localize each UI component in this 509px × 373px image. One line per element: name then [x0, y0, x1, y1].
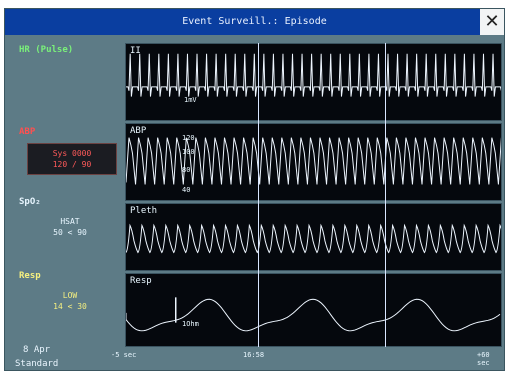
cursor-line[interactable]	[385, 43, 386, 347]
ecg-lead-label: II	[130, 46, 141, 56]
abp-value-line-1: Sys 0000	[52, 149, 92, 158]
resp-lead-label: Resp	[130, 276, 152, 286]
abp-tick: 80	[182, 166, 191, 174]
resp-label: Resp	[19, 271, 41, 281]
hr-label: HR (Pulse)	[19, 45, 74, 55]
abp-value-box: Sys 0000 120 / 90	[27, 143, 117, 175]
resp-trace	[126, 297, 501, 332]
abp-tick: 120	[182, 134, 195, 142]
title-bar: Event Surveill.: Episode ✕	[5, 9, 504, 35]
spo2-label: SpO₂	[19, 197, 41, 207]
event-surveillance-window: Event Surveill.: Episode ✕ HR (Pulse) AB…	[4, 8, 505, 371]
pleth-trace	[126, 223, 501, 254]
abp-tick: 100	[182, 148, 195, 156]
close-icon[interactable]: ✕	[480, 9, 504, 35]
date-label: 8 Apr	[23, 345, 51, 355]
pleth-panel: Pleth	[125, 203, 502, 271]
window-title: Event Surveill.: Episode	[182, 16, 327, 27]
abp-tick: 40	[182, 186, 191, 194]
time-axis-center: 16:58	[243, 351, 265, 359]
resp-value-line-2: 14 < 30	[53, 302, 87, 311]
abp-panel: ABP 120 100 80 40	[125, 123, 502, 201]
abp-trace	[126, 137, 501, 185]
time-axis-right: +60 sec	[477, 351, 490, 367]
resp-panel: Resp 1Ohm	[125, 273, 502, 347]
spo2-value-line-1: HSAT	[60, 217, 80, 226]
abp-label: ABP	[19, 127, 36, 137]
ecg-panel: II 1mV	[125, 43, 502, 121]
abp-value-line-2: 120 / 90	[52, 160, 92, 169]
resp-value-line-1: LOW	[62, 291, 78, 300]
resp-scale-label: 1Ohm	[182, 320, 199, 328]
time-axis-left: -5 sec	[111, 351, 137, 359]
ecg-trace	[126, 53, 501, 97]
cursor-line[interactable]	[258, 43, 259, 347]
pleth-lead-label: Pleth	[130, 206, 158, 216]
ecg-scale-label: 1mV	[184, 96, 197, 104]
abp-lead-label: ABP	[130, 126, 147, 136]
mode-label: Standard	[15, 359, 59, 369]
spo2-value-line-2: 50 < 90	[53, 228, 87, 237]
